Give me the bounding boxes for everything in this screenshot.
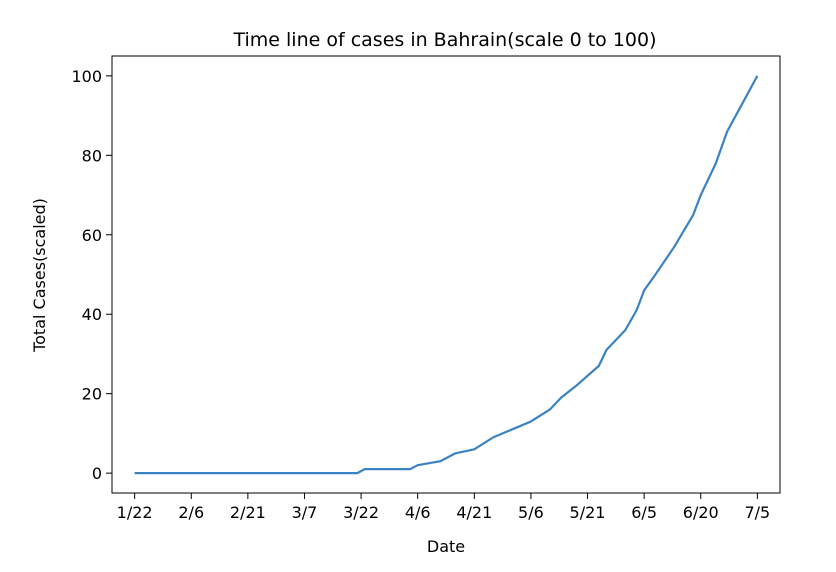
y-tick-label: 0 [92, 464, 102, 483]
y-tick-label: 40 [82, 305, 102, 324]
x-axis-label: Date [427, 537, 465, 556]
y-axis-label: Total Cases(scaled) [30, 198, 49, 353]
x-tick-label: 4/21 [456, 503, 492, 522]
x-tick-label: 6/20 [683, 503, 719, 522]
x-tick-label: 4/6 [405, 503, 431, 522]
series-line-total-cases [134, 75, 759, 475]
x-axis: 1/22 2/6 2/21 3/7 3/22 4/6 4/21 5/6 5/21 6/5 6/20 7… [117, 493, 770, 522]
x-tick-label: 3/7 [292, 503, 318, 522]
plot-frame [111, 55, 781, 494]
y-tick-label: 60 [82, 226, 102, 245]
y-tick-label: 80 [82, 146, 102, 165]
y-tick-label: 100 [71, 67, 102, 86]
y-axis: 0 20 40 60 80 100 [71, 67, 112, 483]
x-tick-label: 5/21 [570, 503, 606, 522]
x-tick-label: 3/22 [343, 503, 379, 522]
x-tick-label: 6/5 [631, 503, 657, 522]
chart-title: Time line of cases in Bahrain(scale 0 to… [232, 29, 656, 51]
x-tick-label: 5/6 [518, 503, 544, 522]
x-tick-label: 2/6 [178, 503, 204, 522]
y-tick-label: 20 [82, 385, 102, 404]
x-tick-label: 1/22 [117, 503, 153, 522]
x-tick-label: 2/21 [230, 503, 266, 522]
x-tick-label: 7/5 [744, 503, 770, 522]
